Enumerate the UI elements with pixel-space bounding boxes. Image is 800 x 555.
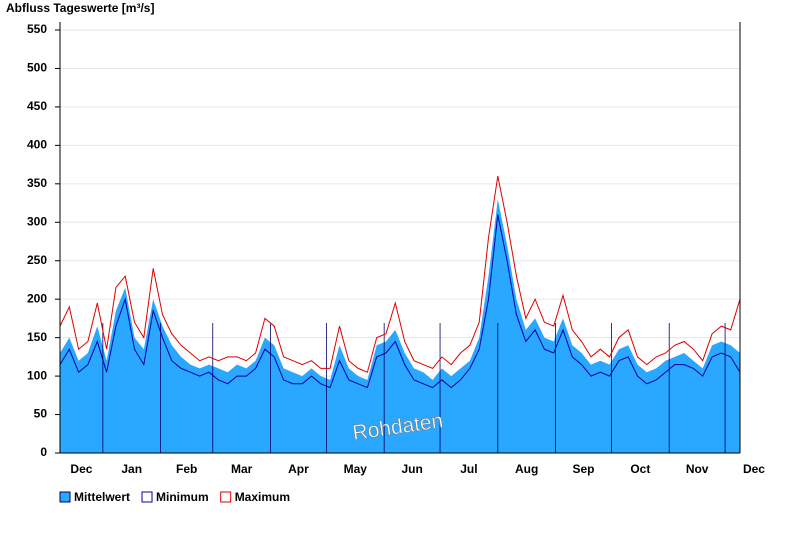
y-tick-label: 500 [27, 61, 47, 75]
y-tick-label: 200 [27, 291, 47, 305]
x-tick-label: Oct [630, 462, 650, 476]
x-tick-label: Mar [231, 462, 253, 476]
legend-label: Minimum [156, 490, 209, 504]
x-tick-label: Sep [572, 462, 594, 476]
legend-swatch [220, 491, 232, 503]
y-tick-label: 300 [27, 214, 47, 228]
y-tick-label: 0 [40, 445, 47, 459]
y-tick-label: 150 [27, 330, 47, 344]
x-tick-label: Jan [121, 462, 142, 476]
y-tick-label: 100 [27, 368, 47, 382]
x-tick-label: Feb [176, 462, 197, 476]
y-tick-label: 250 [27, 253, 47, 267]
x-tick-label: Aug [515, 462, 538, 476]
y-tick-label: 400 [27, 138, 47, 152]
y-tick-label: 450 [27, 99, 47, 113]
x-tick-label: Dec [70, 462, 92, 476]
x-tick-label: Jun [401, 462, 422, 476]
legend-label: Mittelwert [74, 490, 130, 504]
x-tick-label: May [344, 462, 368, 476]
y-tick-label: 350 [27, 176, 47, 190]
mean-area [60, 199, 740, 453]
x-tick-label: Dec [743, 462, 765, 476]
series-line [59, 176, 741, 373]
x-tick-label: Nov [686, 462, 709, 476]
axis-title: Abfluss Tageswerte [m³/s] [6, 1, 154, 15]
legend-label: Maximum [235, 490, 290, 504]
legend-swatch [59, 491, 71, 503]
legend-swatch [141, 491, 153, 503]
x-tick-label: Jul [460, 462, 477, 476]
x-tick-label: Apr [288, 462, 309, 476]
series-line [59, 214, 741, 389]
y-tick-label: 550 [27, 22, 47, 36]
y-tick-label: 50 [34, 407, 48, 421]
